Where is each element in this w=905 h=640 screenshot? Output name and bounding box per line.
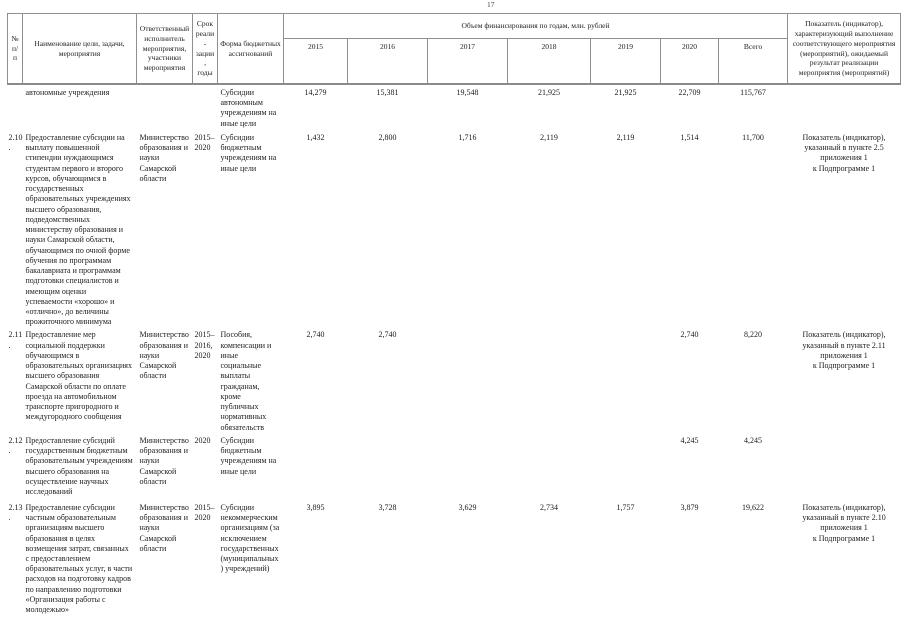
header-num: № п/п: [7, 13, 23, 85]
cell-responsible: Министерство образования и науки Самарск…: [139, 435, 189, 486]
cell-2017: 1,716: [458, 133, 477, 142]
cell-2017: 3,629: [458, 502, 477, 512]
cell-2015: 3,895: [306, 502, 325, 512]
cell-indicator: Показатель (индикатор), указанный в пунк…: [802, 330, 886, 371]
cell-total: 4,245: [744, 435, 763, 445]
cell-2019: [591, 433, 661, 500]
cell-responsible: Министерство образования и науки Самарск…: [139, 502, 189, 553]
cell-2015: 14,279: [304, 88, 327, 97]
cell-2016: 2,740: [378, 330, 397, 340]
cell-activity-name: Предоставление мер социальной поддержки …: [25, 330, 132, 422]
cell-num: 2.12.: [8, 435, 23, 456]
cell-activity-name: Предоставление субсидии на выплату повыш…: [25, 133, 131, 327]
cell-budget-form: Субсидии автономным учреждениям на иные …: [220, 88, 277, 128]
table-row: 2.10. Предоставление субсидии на выплату…: [8, 130, 901, 327]
cell-total: 11,700: [742, 133, 764, 142]
header-year-2018: 2018: [507, 38, 591, 85]
cell-budget-form: Субсидии некоммерческим организациям (за…: [220, 502, 280, 574]
cell-2018: 2,119: [540, 133, 558, 142]
header-year-2020: 2020: [660, 38, 719, 85]
cell-responsible: Министерство образования и науки Самарск…: [139, 133, 189, 183]
cell-num: 2.11.: [8, 330, 23, 350]
cell-2016: 15,381: [376, 88, 399, 97]
table-row: 2.11. Предоставление мер социальной подд…: [8, 327, 901, 432]
cell-budget-form: Субсидии бюджетным учреждениям на иные ц…: [220, 133, 277, 173]
page-number: 17: [487, 0, 495, 9]
cell-2018: 21,925: [538, 88, 560, 97]
cell-2015: [284, 433, 348, 500]
cell-indicator: Показатель (индикатор), указанный в пунк…: [802, 502, 886, 543]
cell-2019: 1,757: [616, 502, 635, 512]
cell-2018: 2,734: [540, 502, 558, 512]
cell-2017: 19,548: [456, 88, 479, 97]
header-term: Срок реали- зации, годы: [192, 13, 218, 85]
cell-2019: 2,119: [616, 133, 635, 142]
cell-responsible: Министерство образования и науки Самарск…: [139, 330, 189, 381]
header-year-2015: 2015: [283, 38, 348, 85]
cell-num: 2.13.: [8, 502, 23, 523]
header-activity-name: Наименование цели, задачи, мероприятия: [22, 13, 137, 85]
cell-2020: 1,514: [680, 133, 699, 142]
cell-indicator: [788, 84, 901, 130]
cell-term: [193, 84, 218, 130]
cell-term: 2015– 2020: [194, 133, 215, 153]
cell-term: 2020: [194, 435, 211, 445]
cell-2016: 2,800: [378, 133, 397, 142]
cell-2019: [591, 327, 661, 432]
cell-activity-name: Предоставление субсидии частным образова…: [25, 502, 133, 615]
cell-num: [8, 84, 23, 130]
cell-indicator: Показатель (индикатор), указанный в пунк…: [802, 133, 886, 173]
table-row: 2.13. Предоставление субсидии частным об…: [8, 500, 901, 640]
cell-2016: 3,728: [378, 502, 397, 512]
cell-2018: [508, 433, 591, 500]
cell-2015: 2,740: [306, 330, 325, 340]
cell-budget-form: Пособия, компенсации и иные социальные в…: [220, 330, 272, 432]
header-year-2019: 2019: [590, 38, 661, 85]
header-funding-group: Объем финансирования по годам, млн. рубл…: [282, 13, 789, 39]
cell-2017: [428, 433, 508, 500]
table-row: автономные учреждения Субсидии автономны…: [8, 84, 901, 130]
header-indicator: Показатель (индикатор), характеризующий …: [787, 13, 902, 85]
cell-budget-form: Субсидии бюджетным учреждениям на иные ц…: [220, 435, 277, 476]
cell-2020: 4,245: [680, 435, 699, 445]
cell-activity-name: Предоставление субсидий государственным …: [25, 435, 133, 496]
cell-total: 115,767: [740, 88, 766, 97]
header-responsible: Ответственный исполнитель мероприятия, у…: [136, 13, 193, 85]
cell-term: 2015– 2020: [194, 502, 215, 523]
cell-2019: 21,925: [614, 88, 637, 97]
cell-activity-name: автономные учреждения: [25, 88, 110, 97]
header-row-top: № п/п Наименование цели, задачи, меропри…: [7, 13, 902, 85]
cell-responsible: [137, 84, 193, 130]
cell-total: 19,622: [742, 502, 765, 512]
cell-total: 8,220: [744, 330, 763, 340]
cell-2020: 3,879: [680, 502, 699, 512]
table-row: 2.12. Предоставление субсидий государств…: [8, 433, 901, 500]
cell-indicator: [788, 433, 901, 500]
cell-2018: [508, 327, 591, 432]
financing-table: № п/п Наименование цели, задачи, меропри…: [7, 13, 902, 640]
header-row-years: 2015 2016 2017 2018 2019 2020 Всего: [8, 38, 901, 85]
cell-2016: [348, 433, 428, 500]
cell-2015: 1,432: [306, 133, 325, 142]
header-year-2016: 2016: [347, 38, 428, 85]
header-year-2017: 2017: [427, 38, 508, 85]
cell-2020: 2,740: [680, 330, 699, 340]
cell-num: 2.10.: [8, 133, 23, 153]
header-budget-form: Форма бюджетных ассигнований: [217, 13, 284, 85]
header-total: Всего: [717, 38, 789, 85]
cell-term: 2015– 2016, 2020: [194, 330, 215, 360]
cell-2017: [428, 327, 508, 432]
cell-2020: 22,709: [678, 88, 701, 97]
